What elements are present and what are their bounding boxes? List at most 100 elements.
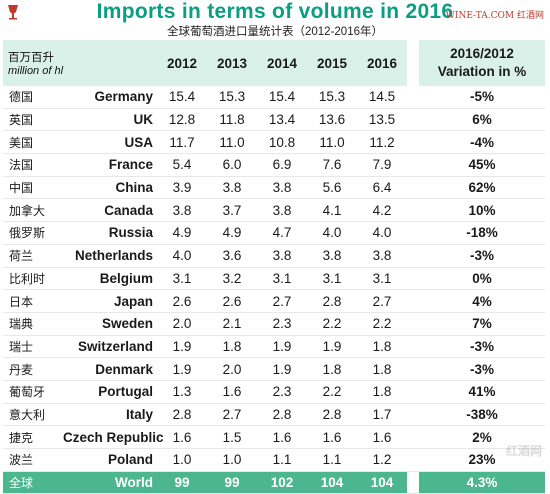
volume-cell: 15.3 [218, 89, 246, 105]
volume-cell: 1.8 [222, 338, 242, 354]
column-gap [407, 312, 419, 335]
volume-cell: 1.6 [272, 429, 292, 445]
variation-cell: 4.3% [419, 471, 545, 494]
volume-cell: 4.0 [322, 225, 342, 241]
variation-cell: -3% [469, 361, 494, 377]
volume-cell: 1.9 [172, 361, 192, 377]
volume-cell: 11.0 [319, 134, 345, 150]
volume-cell: 13.5 [368, 112, 396, 128]
volume-cell: 4.0 [372, 225, 392, 241]
country-cn: 法国 [9, 158, 34, 173]
variation-header-line1: 2016/2012 [450, 46, 514, 61]
volume-cell: 11.0 [219, 134, 245, 150]
column-gap [407, 131, 419, 154]
volume-cell: 104 [357, 471, 407, 494]
table-row: 英国 UK 12.8 11.8 13.4 13.6 13.5 6% [3, 108, 545, 131]
header: Imports in terms of volume in 2016 全球葡萄酒… [0, 0, 550, 42]
table-row: 捷克 Czech Republic 1.6 1.5 1.6 1.6 1.6 2% [3, 426, 545, 449]
country-cn: 中国 [9, 181, 34, 196]
volume-cell: 3.8 [222, 180, 242, 196]
country-en: Czech Republic [63, 429, 164, 445]
volume-cell: 13.6 [318, 112, 346, 128]
table-row: 比利时 Belgium 3.1 3.2 3.1 3.1 3.1 0% [3, 267, 545, 290]
column-gap [407, 426, 419, 449]
country-cn: 荷兰 [9, 249, 34, 264]
country-cn: 葡萄牙 [9, 385, 46, 400]
imports-table-container: 百万百升 million of hl 2012 2013 2014 2015 2… [3, 40, 545, 494]
volume-cell: 1.9 [172, 338, 192, 354]
variation-cell: -3% [469, 248, 494, 264]
volume-cell: 1.0 [172, 452, 192, 468]
volume-cell: 15.4 [268, 89, 296, 105]
volume-cell: 99 [157, 471, 207, 494]
variation-cell: -5% [469, 89, 494, 105]
volume-cell: 1.2 [372, 452, 392, 468]
column-gap [407, 358, 419, 381]
volume-cell: 13.4 [268, 112, 296, 128]
country-en: UK [133, 112, 154, 128]
country-cn: 丹麦 [9, 362, 34, 377]
volume-cell: 7.9 [372, 157, 392, 173]
country-cn: 捷克 [9, 430, 34, 445]
volume-cell: 2.6 [222, 293, 242, 309]
column-gap [407, 380, 419, 403]
country-en: France [108, 157, 153, 173]
volume-cell: 1.8 [322, 361, 342, 377]
volume-cell: 3.8 [272, 248, 292, 264]
country-cn: 全球 [3, 471, 63, 494]
column-gap [407, 403, 419, 426]
logo [6, 4, 76, 24]
country-en: Japan [113, 293, 153, 309]
table-row: 日本 Japan 2.6 2.6 2.7 2.8 2.7 4% [3, 290, 545, 313]
volume-cell: 7.6 [322, 157, 342, 173]
volume-cell: 1.9 [272, 338, 292, 354]
volume-cell: 4.0 [172, 248, 192, 264]
volume-cell: 3.8 [272, 202, 292, 218]
wine-logo-icon [8, 5, 18, 20]
table-row: 美国 USA 11.7 11.0 10.8 11.0 11.2 -4% [3, 131, 545, 154]
country-cn: 英国 [9, 113, 34, 128]
country-cn: 日本 [9, 294, 34, 309]
variation-header: 2016/2012 Variation in % [419, 40, 545, 86]
variation-cell: 45% [468, 157, 496, 173]
country-en: Germany [94, 89, 153, 105]
volume-cell: 3.1 [372, 270, 392, 286]
variation-cell: -3% [469, 338, 494, 354]
volume-cell: 10.8 [268, 134, 296, 150]
country-cn: 德国 [9, 90, 34, 105]
volume-cell: 5.4 [172, 157, 192, 173]
country-cn: 意大利 [9, 407, 46, 422]
variation-cell: 4% [472, 293, 492, 309]
volume-cell: 3.7 [222, 202, 242, 218]
volume-cell: 1.8 [372, 338, 392, 354]
volume-cell: 2.2 [372, 316, 392, 332]
year-header: 2015 [307, 40, 357, 86]
unit-en: million of hl [8, 65, 64, 77]
volume-cell: 2.8 [272, 406, 292, 422]
volume-cell: 12.8 [168, 112, 196, 128]
country-en: China [115, 180, 153, 196]
column-gap [407, 154, 419, 177]
volume-cell: 2.3 [272, 316, 292, 332]
volume-cell: 11.8 [219, 112, 245, 128]
year-header: 2016 [357, 40, 407, 86]
column-gap [407, 199, 419, 222]
volume-cell: 15.4 [168, 89, 196, 105]
volume-cell: 104 [307, 471, 357, 494]
variation-cell: 7% [472, 316, 492, 332]
column-gap [407, 176, 419, 199]
table-body: 德国 Germany 15.4 15.3 15.4 15.3 14.5 -5% 英国 UK 12.8… [3, 86, 545, 494]
variation-cell: 62% [468, 180, 496, 196]
volume-cell: 2.0 [172, 316, 192, 332]
column-gap [407, 290, 419, 313]
volume-cell: 2.8 [322, 406, 342, 422]
country-en: Sweden [101, 316, 153, 332]
volume-cell: 1.3 [172, 384, 192, 400]
volume-cell: 1.5 [222, 429, 242, 445]
volume-cell: 3.8 [322, 248, 342, 264]
country-cn: 波兰 [9, 453, 34, 468]
column-gap [407, 244, 419, 267]
country-en: Portugal [98, 384, 153, 400]
volume-cell: 2.8 [322, 293, 342, 309]
volume-cell: 1.1 [272, 452, 292, 468]
